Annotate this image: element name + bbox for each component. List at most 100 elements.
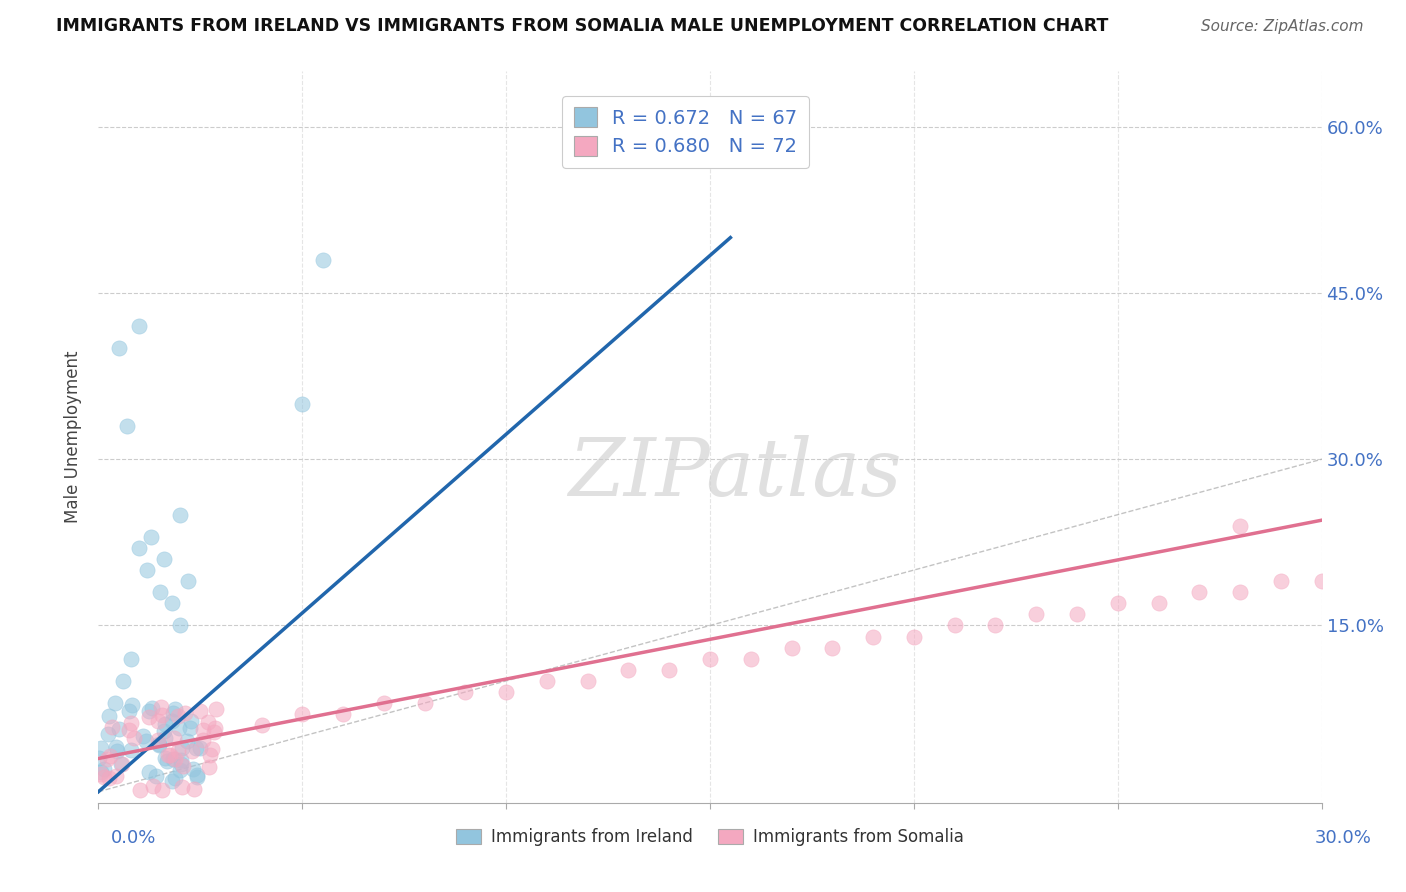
Point bbox=[104, 696, 127, 710]
Point bbox=[170, 740, 193, 755]
Point bbox=[141, 530, 163, 544]
Point bbox=[1188, 585, 1211, 599]
Point bbox=[179, 721, 201, 735]
Point bbox=[174, 706, 197, 721]
Point bbox=[332, 707, 354, 722]
Point bbox=[111, 673, 134, 688]
Point bbox=[1270, 574, 1292, 589]
Point bbox=[146, 714, 169, 729]
Point bbox=[148, 738, 170, 752]
Point bbox=[197, 760, 219, 774]
Point bbox=[1229, 518, 1251, 533]
Point bbox=[198, 747, 221, 762]
Point bbox=[153, 731, 176, 745]
Point bbox=[576, 673, 599, 688]
Point bbox=[943, 618, 966, 632]
Point bbox=[98, 771, 121, 785]
Point bbox=[177, 574, 200, 589]
Point bbox=[141, 779, 163, 793]
Point bbox=[291, 707, 314, 722]
Point bbox=[699, 651, 721, 665]
Point bbox=[167, 709, 190, 723]
Point bbox=[156, 747, 179, 762]
Point bbox=[903, 630, 925, 644]
Point bbox=[120, 743, 142, 757]
Point bbox=[169, 508, 191, 522]
Point bbox=[201, 742, 224, 756]
Point bbox=[170, 780, 193, 794]
Point bbox=[188, 740, 211, 755]
Point bbox=[93, 762, 115, 776]
Point bbox=[167, 722, 190, 736]
Point bbox=[454, 685, 477, 699]
Point bbox=[180, 714, 202, 729]
Point bbox=[204, 721, 226, 735]
Text: Source: ZipAtlas.com: Source: ZipAtlas.com bbox=[1201, 20, 1364, 34]
Point bbox=[188, 704, 211, 718]
Point bbox=[150, 707, 173, 722]
Point bbox=[413, 696, 436, 710]
Point bbox=[181, 762, 204, 776]
Point bbox=[780, 640, 803, 655]
Point bbox=[984, 618, 1007, 632]
Point bbox=[197, 714, 219, 729]
Point bbox=[100, 720, 122, 734]
Point bbox=[1107, 596, 1129, 610]
Point bbox=[312, 252, 335, 267]
Y-axis label: Male Unemployment: Male Unemployment bbox=[65, 351, 83, 524]
Point bbox=[90, 767, 112, 781]
Point bbox=[148, 733, 170, 747]
Point bbox=[115, 419, 138, 434]
Point bbox=[138, 704, 160, 718]
Legend: Immigrants from Ireland, Immigrants from Somalia: Immigrants from Ireland, Immigrants from… bbox=[450, 822, 970, 853]
Point bbox=[163, 702, 186, 716]
Point bbox=[204, 702, 226, 716]
Point bbox=[153, 723, 176, 738]
Point bbox=[193, 732, 215, 747]
Point bbox=[124, 731, 146, 745]
Point bbox=[138, 764, 160, 779]
Point bbox=[136, 563, 159, 577]
Point bbox=[135, 734, 157, 748]
Point bbox=[536, 673, 558, 688]
Point bbox=[98, 709, 121, 723]
Point bbox=[1066, 607, 1088, 622]
Point bbox=[1147, 596, 1170, 610]
Point bbox=[202, 725, 225, 739]
Text: 0.0%: 0.0% bbox=[111, 829, 156, 847]
Point bbox=[98, 749, 121, 764]
Point bbox=[1310, 574, 1333, 589]
Point bbox=[166, 744, 188, 758]
Point bbox=[821, 640, 844, 655]
Point bbox=[170, 753, 193, 767]
Point bbox=[121, 698, 143, 713]
Point bbox=[153, 716, 176, 731]
Point bbox=[128, 541, 150, 555]
Point bbox=[162, 752, 184, 766]
Point bbox=[617, 663, 640, 677]
Point bbox=[186, 770, 208, 784]
Point bbox=[150, 782, 173, 797]
Point bbox=[373, 696, 395, 710]
Point bbox=[90, 764, 112, 779]
Point bbox=[108, 342, 131, 356]
Point bbox=[97, 727, 120, 741]
Point bbox=[186, 741, 208, 756]
Point bbox=[128, 783, 150, 797]
Point bbox=[104, 769, 127, 783]
Point bbox=[118, 704, 141, 718]
Point bbox=[169, 618, 191, 632]
Point bbox=[110, 756, 132, 771]
Text: IMMIGRANTS FROM IRELAND VS IMMIGRANTS FROM SOMALIA MALE UNEMPLOYMENT CORRELATION: IMMIGRANTS FROM IRELAND VS IMMIGRANTS FR… bbox=[56, 17, 1108, 35]
Point bbox=[740, 651, 762, 665]
Point bbox=[155, 750, 177, 764]
Point bbox=[183, 782, 205, 797]
Point bbox=[128, 319, 150, 334]
Point bbox=[163, 772, 186, 786]
Point bbox=[181, 743, 204, 757]
Point bbox=[132, 729, 155, 743]
Point bbox=[170, 756, 193, 771]
Point bbox=[162, 706, 184, 720]
Point bbox=[1229, 585, 1251, 599]
Point bbox=[89, 751, 111, 765]
